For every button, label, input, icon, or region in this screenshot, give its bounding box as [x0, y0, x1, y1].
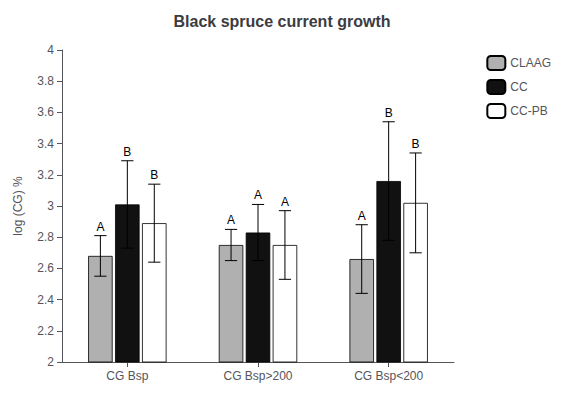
svg-text:A: A	[96, 220, 104, 234]
svg-text:3.8: 3.8	[37, 74, 54, 88]
svg-text:log (CG) %: log (CG) %	[11, 176, 25, 236]
svg-text:2.8: 2.8	[37, 230, 54, 244]
svg-text:A: A	[281, 195, 289, 209]
svg-text:CG Bsp>200: CG Bsp>200	[223, 369, 292, 383]
svg-text:2.6: 2.6	[37, 261, 54, 275]
svg-text:CG Bsp: CG Bsp	[106, 369, 148, 383]
svg-text:3.2: 3.2	[37, 168, 54, 182]
svg-text:2: 2	[47, 355, 54, 369]
svg-text:2.2: 2.2	[37, 324, 54, 338]
svg-text:2.4: 2.4	[37, 293, 54, 307]
svg-text:3.6: 3.6	[37, 105, 54, 119]
svg-text:CC: CC	[510, 80, 528, 94]
svg-text:CG Bsp<200: CG Bsp<200	[354, 369, 423, 383]
svg-text:A: A	[358, 209, 366, 223]
svg-text:CLAAG: CLAAG	[510, 56, 551, 70]
svg-text:B: B	[123, 145, 131, 159]
svg-text:B: B	[150, 168, 158, 182]
svg-text:A: A	[254, 188, 262, 202]
svg-text:B: B	[412, 137, 420, 151]
svg-text:Black spruce current growth: Black spruce current growth	[174, 13, 391, 30]
svg-text:3: 3	[47, 199, 54, 213]
svg-text:3.4: 3.4	[37, 137, 54, 151]
svg-text:B: B	[385, 106, 393, 120]
svg-text:CC-PB: CC-PB	[510, 104, 547, 118]
svg-text:A: A	[227, 213, 235, 227]
svg-text:4: 4	[47, 43, 54, 57]
